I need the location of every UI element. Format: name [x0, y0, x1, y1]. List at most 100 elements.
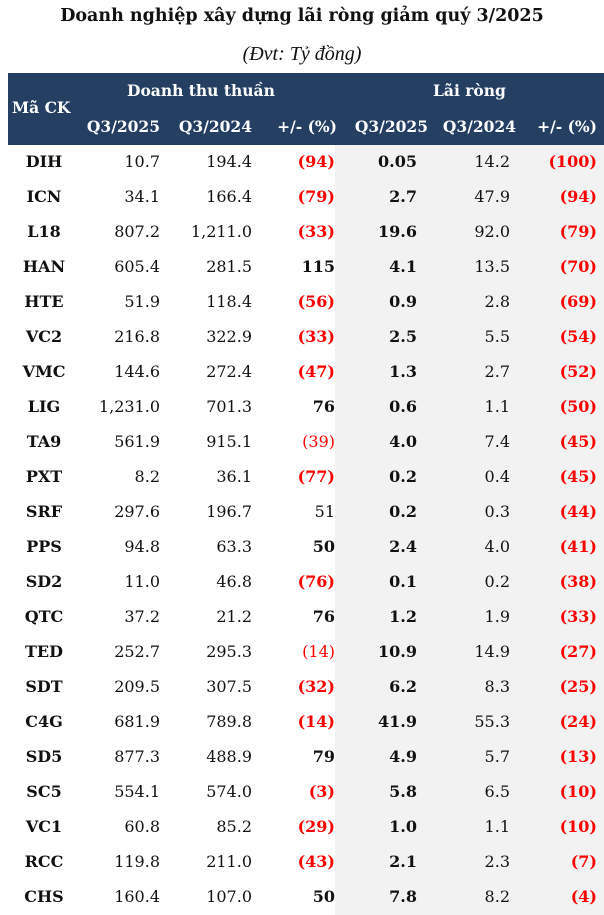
table-row: QTC 37.2 21.2 76 1.2 1.9 (33)	[0, 600, 604, 635]
cell-ticker: LIG	[27, 397, 61, 416]
cell-profit-q2024: 2.8	[484, 292, 510, 311]
cell-revenue-q2025: 605.4	[114, 257, 160, 276]
cell-ticker: PPS	[26, 537, 62, 556]
cell-revenue-q2024: 1,211.0	[190, 222, 252, 241]
table-row: HTE 51.9 118.4 (56) 0.9 2.8 (69)	[0, 285, 604, 320]
cell-revenue-q2024: 307.5	[206, 677, 252, 696]
cell-profit-q2024: 92.0	[474, 222, 510, 241]
table-row: SRF 297.6 196.7 51 0.2 0.3 (44)	[0, 495, 604, 530]
table-row: VMC 144.6 272.4 (47) 1.3 2.7 (52)	[0, 355, 604, 390]
cell-ticker: SD5	[25, 747, 63, 766]
cell-revenue-change: (33)	[297, 222, 335, 241]
table-header: Mã CK Doanh thu thuần Lãi ròng Q3/2025 Q…	[8, 73, 604, 145]
cell-revenue-q2025: 119.8	[114, 852, 160, 871]
cell-revenue-change: (39)	[302, 432, 335, 451]
cell-profit-q2024: 14.2	[474, 152, 510, 171]
cell-ticker: SD2	[25, 572, 63, 591]
cell-profit-q2024: 55.3	[474, 712, 510, 731]
cell-profit-change: (94)	[559, 187, 597, 206]
cell-revenue-q2025: 216.8	[114, 327, 160, 346]
table-row: TA9 561.9 915.1 (39) 4.0 7.4 (45)	[0, 425, 604, 460]
cell-profit-change: (25)	[559, 677, 597, 696]
table-row: ICN 34.1 166.4 (79) 2.7 47.9 (94)	[0, 180, 604, 215]
cell-revenue-q2025: 209.5	[114, 677, 160, 696]
cell-profit-q2024: 14.9	[474, 642, 510, 661]
cell-profit-q2024: 4.0	[484, 537, 510, 556]
table-row: HAN 605.4 281.5 115 4.1 13.5 (70)	[0, 250, 604, 285]
cell-profit-q2025: 0.2	[389, 502, 417, 521]
cell-revenue-change: (76)	[297, 572, 335, 591]
cell-revenue-q2024: 789.8	[206, 712, 252, 731]
cell-revenue-change: (14)	[302, 642, 335, 661]
cell-revenue-q2024: 118.4	[206, 292, 252, 311]
cell-profit-change: (41)	[559, 537, 597, 556]
cell-ticker: QTC	[24, 607, 64, 626]
cell-revenue-q2025: 877.3	[114, 747, 160, 766]
cell-profit-q2025: 0.6	[389, 397, 417, 416]
cell-profit-q2024: 1.1	[484, 817, 510, 836]
cell-profit-change: (33)	[559, 607, 597, 626]
cell-revenue-q2025: 561.9	[114, 432, 160, 451]
cell-profit-change: (44)	[559, 502, 597, 521]
header-profit-change: +/- (%)	[537, 117, 597, 136]
cell-profit-q2025: 0.05	[378, 152, 417, 171]
cell-revenue-q2024: 322.9	[206, 327, 252, 346]
cell-revenue-change: 79	[312, 747, 335, 766]
cell-revenue-q2025: 34.1	[124, 187, 160, 206]
cell-profit-q2025: 4.9	[389, 747, 417, 766]
cell-revenue-q2025: 51.9	[124, 292, 160, 311]
cell-revenue-change: (33)	[297, 327, 335, 346]
cell-revenue-q2024: 36.1	[216, 467, 252, 486]
cell-ticker: RCC	[24, 852, 64, 871]
table-row: VC2 216.8 322.9 (33) 2.5 5.5 (54)	[0, 320, 604, 355]
cell-revenue-q2025: 160.4	[114, 887, 160, 906]
cell-revenue-q2024: 166.4	[206, 187, 252, 206]
cell-revenue-change: 76	[312, 607, 335, 626]
cell-revenue-change: (32)	[297, 677, 335, 696]
cell-revenue-q2024: 915.1	[206, 432, 252, 451]
cell-ticker: HAN	[22, 257, 66, 276]
cell-profit-q2025: 2.7	[389, 187, 417, 206]
cell-profit-change: (52)	[559, 362, 597, 381]
cell-profit-change: (4)	[570, 887, 597, 906]
cell-revenue-change: (14)	[297, 712, 335, 731]
cell-profit-q2025: 5.8	[389, 782, 417, 801]
cell-revenue-change: (56)	[297, 292, 335, 311]
cell-profit-q2025: 7.8	[389, 887, 417, 906]
cell-revenue-q2025: 10.7	[124, 152, 160, 171]
cell-profit-q2025: 1.0	[389, 817, 417, 836]
cell-revenue-change: 50	[312, 537, 335, 556]
cell-revenue-q2024: 272.4	[206, 362, 252, 381]
table-row: SC5 554.1 574.0 (3) 5.8 6.5 (10)	[0, 775, 604, 810]
cell-profit-q2024: 7.4	[484, 432, 510, 451]
cell-revenue-q2024: 701.3	[206, 397, 252, 416]
cell-profit-q2025: 6.2	[389, 677, 417, 696]
table-row: DIH 10.7 194.4 (94) 0.05 14.2 (100)	[0, 145, 604, 180]
cell-revenue-change: (3)	[308, 782, 335, 801]
unit-subtitle: (Đvt: Tỷ đồng)	[242, 43, 362, 65]
cell-revenue-change: (43)	[297, 852, 335, 871]
cell-profit-q2024: 6.5	[484, 782, 510, 801]
profit-section-background	[335, 145, 604, 915]
cell-revenue-q2024: 211.0	[206, 852, 252, 871]
cell-profit-q2024: 8.2	[484, 887, 510, 906]
cell-revenue-q2024: 46.8	[216, 572, 252, 591]
cell-revenue-q2024: 488.9	[206, 747, 252, 766]
cell-revenue-q2025: 554.1	[114, 782, 160, 801]
cell-profit-q2024: 8.3	[484, 677, 510, 696]
table-row: SDT 209.5 307.5 (32) 6.2 8.3 (25)	[0, 670, 604, 705]
cell-profit-q2025: 2.4	[389, 537, 417, 556]
cell-revenue-change: (79)	[297, 187, 335, 206]
cell-revenue-q2024: 574.0	[206, 782, 252, 801]
cell-ticker: VC2	[25, 327, 63, 346]
header-rev-q2025: Q3/2025	[86, 117, 160, 136]
cell-revenue-q2025: 60.8	[124, 817, 160, 836]
cell-profit-q2024: 5.7	[484, 747, 510, 766]
cell-profit-change: (10)	[559, 817, 597, 836]
cell-profit-q2025: 2.5	[389, 327, 417, 346]
cell-revenue-q2025: 681.9	[114, 712, 160, 731]
cell-revenue-change: (77)	[297, 467, 335, 486]
cell-ticker: ICN	[26, 187, 62, 206]
cell-ticker: VMC	[22, 362, 66, 381]
cell-ticker: C4G	[25, 712, 63, 731]
